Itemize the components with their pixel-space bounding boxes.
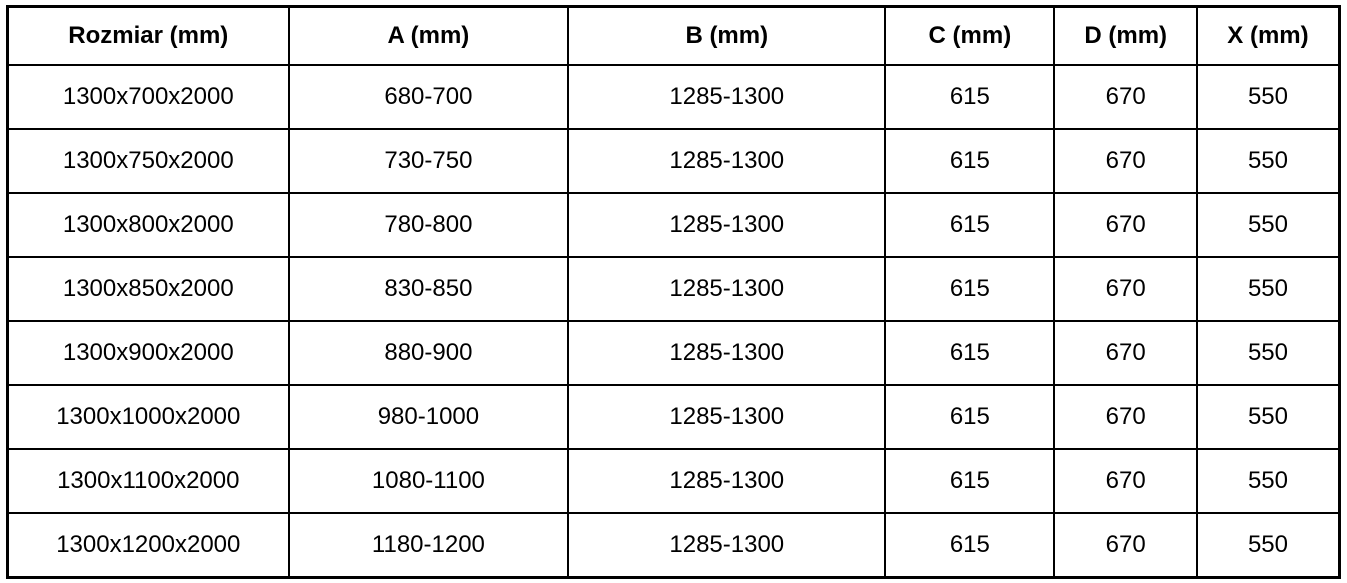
cell-a: 1080-1100	[287, 448, 570, 514]
cell-rozmiar: 1300x750x2000	[6, 128, 290, 194]
cell-a: 880-900	[287, 320, 570, 386]
cell-a: 1180-1200	[287, 512, 570, 579]
cell-d: 670	[1053, 512, 1198, 579]
cell-a: 780-800	[287, 192, 570, 258]
cell-b: 1285-1300	[567, 448, 887, 514]
cell-x: 550	[1195, 192, 1341, 258]
table-row: 1300x900x2000 880-900 1285-1300 615 670 …	[6, 320, 1341, 386]
cell-x: 550	[1195, 320, 1341, 386]
cell-a: 680-700	[287, 64, 570, 130]
cell-x: 550	[1195, 384, 1341, 450]
header-row: Rozmiar (mm) A (mm) B (mm) C (mm) D (mm)…	[6, 5, 1341, 66]
cell-a: 980-1000	[287, 384, 570, 450]
table-row: 1300x750x2000 730-750 1285-1300 615 670 …	[6, 128, 1341, 194]
cell-a: 830-850	[287, 256, 570, 322]
table-row: 1300x1100x2000 1080-1100 1285-1300 615 6…	[6, 448, 1341, 514]
cell-d: 670	[1053, 448, 1198, 514]
cell-b: 1285-1300	[567, 320, 887, 386]
header-cell-d: D (mm)	[1053, 5, 1198, 66]
cell-d: 670	[1053, 320, 1198, 386]
cell-c: 615	[884, 448, 1056, 514]
cell-c: 615	[884, 320, 1056, 386]
cell-rozmiar: 1300x1000x2000	[6, 384, 290, 450]
size-spec-table: Rozmiar (mm) A (mm) B (mm) C (mm) D (mm)…	[6, 5, 1341, 579]
cell-d: 670	[1053, 256, 1198, 322]
cell-c: 615	[884, 128, 1056, 194]
header-cell-a: A (mm)	[287, 5, 570, 66]
cell-x: 550	[1195, 64, 1341, 130]
cell-a: 730-750	[287, 128, 570, 194]
cell-d: 670	[1053, 64, 1198, 130]
cell-b: 1285-1300	[567, 64, 887, 130]
cell-rozmiar: 1300x850x2000	[6, 256, 290, 322]
cell-b: 1285-1300	[567, 512, 887, 579]
cell-c: 615	[884, 64, 1056, 130]
cell-x: 550	[1195, 512, 1341, 579]
header-cell-c: C (mm)	[884, 5, 1056, 66]
cell-rozmiar: 1300x900x2000	[6, 320, 290, 386]
cell-b: 1285-1300	[567, 384, 887, 450]
cell-rozmiar: 1300x700x2000	[6, 64, 290, 130]
cell-rozmiar: 1300x1200x2000	[6, 512, 290, 579]
cell-d: 670	[1053, 384, 1198, 450]
cell-rozmiar: 1300x1100x2000	[6, 448, 290, 514]
cell-c: 615	[884, 512, 1056, 579]
cell-b: 1285-1300	[567, 192, 887, 258]
header-cell-b: B (mm)	[567, 5, 887, 66]
cell-x: 550	[1195, 448, 1341, 514]
table-row: 1300x700x2000 680-700 1285-1300 615 670 …	[6, 64, 1341, 130]
header-cell-x: X (mm)	[1195, 5, 1341, 66]
table-row: 1300x1200x2000 1180-1200 1285-1300 615 6…	[6, 512, 1341, 579]
cell-c: 615	[884, 384, 1056, 450]
cell-c: 615	[884, 192, 1056, 258]
cell-d: 670	[1053, 192, 1198, 258]
cell-rozmiar: 1300x800x2000	[6, 192, 290, 258]
header-cell-rozmiar: Rozmiar (mm)	[6, 5, 290, 66]
table-row: 1300x800x2000 780-800 1285-1300 615 670 …	[6, 192, 1341, 258]
cell-b: 1285-1300	[567, 256, 887, 322]
cell-c: 615	[884, 256, 1056, 322]
cell-x: 550	[1195, 128, 1341, 194]
cell-d: 670	[1053, 128, 1198, 194]
table-row: 1300x1000x2000 980-1000 1285-1300 615 67…	[6, 384, 1341, 450]
cell-x: 550	[1195, 256, 1341, 322]
cell-b: 1285-1300	[567, 128, 887, 194]
table-row: 1300x850x2000 830-850 1285-1300 615 670 …	[6, 256, 1341, 322]
